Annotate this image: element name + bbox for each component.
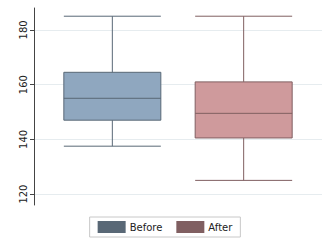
svg-text:After: After	[208, 222, 233, 233]
svg-text:140: 140	[18, 130, 29, 149]
svg-text:Before: Before	[130, 222, 163, 233]
svg-text:160: 160	[18, 75, 29, 94]
svg-text:120: 120	[18, 185, 29, 204]
svg-text:180: 180	[18, 20, 29, 39]
